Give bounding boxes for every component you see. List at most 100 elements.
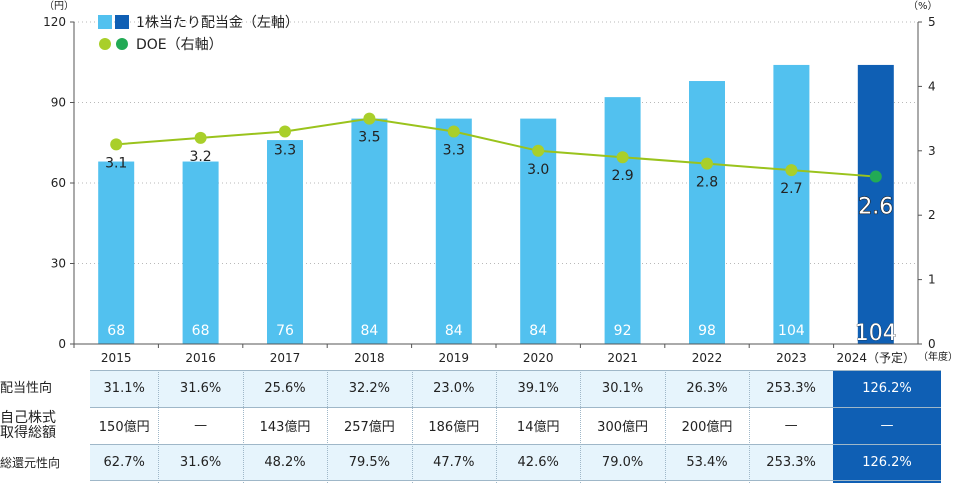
- table-cell: 200億円: [681, 420, 733, 435]
- bar-value-label: 84: [445, 323, 463, 339]
- table-cell: 79.0%: [601, 455, 644, 470]
- doe-point: [110, 138, 123, 151]
- x-tick-label: 2016: [185, 351, 216, 365]
- doe-point: [701, 157, 713, 170]
- doe-value-label: 3.1: [105, 155, 127, 171]
- table-cell: 143億円: [259, 420, 311, 435]
- bar: [267, 140, 303, 344]
- bar-value-label: 84: [529, 323, 547, 339]
- table-cell: 14億円: [516, 420, 560, 435]
- row-background: [90, 444, 840, 481]
- table-row: 配当性向 31.1% 31.6% 25.6% 32.2% 23.0% 39.1% 30.1% 2…: [0, 370, 960, 407]
- table-cell: 31.6%: [179, 455, 222, 470]
- bar: [182, 161, 219, 344]
- doe-point: [194, 131, 207, 144]
- doe-value-label: 2.6: [858, 195, 893, 220]
- bar-value-label: 98: [698, 323, 716, 339]
- table-row: 自己株式取得総額 150億円 — 143億円 257億円 186億円 14億円 300億円 20…: [0, 407, 960, 444]
- doe-value-label: 2.9: [611, 168, 633, 184]
- legend: 1株当たり配当金（左軸） DOE（右軸）: [98, 15, 299, 53]
- x-tick-label: 2021: [607, 351, 638, 365]
- table-cell: 31.6%: [179, 381, 222, 396]
- table-cell: —: [194, 418, 208, 433]
- legend-label-bar: 1株当たり配当金（左軸）: [136, 15, 299, 31]
- table-cell: 257億円: [343, 420, 395, 435]
- left-tick-label: 0: [58, 337, 66, 351]
- table-cell: 186億円: [428, 420, 480, 435]
- doe-line: [116, 117, 876, 178]
- highlight-column-background: [833, 370, 941, 483]
- table-hline: [90, 407, 941, 408]
- left-tick-label: 30: [51, 257, 66, 271]
- left-tick-label: 60: [51, 176, 66, 190]
- left-axis-unit: （円）: [44, 0, 74, 12]
- doe-point: [869, 170, 882, 183]
- bar: [689, 81, 725, 345]
- table-cell: 23.0%: [433, 381, 475, 396]
- table-cell: 253.3%: [766, 381, 816, 396]
- table-cell: 30.1%: [601, 381, 644, 396]
- doe-value-label: 3.3: [274, 142, 296, 158]
- bar-series: 68 68 76 84 84 84 92 98 104 104: [98, 64, 897, 346]
- shareholder-return-table: 配当性向 31.1% 31.6% 25.6% 32.2% 23.0% 39.1% 30.1% 2…: [0, 370, 960, 483]
- doe-line-series: 3.1 3.2 3.3 3.5 3.3 3.0 2.9 2.8 2.7 2.6: [105, 112, 894, 220]
- bar: [98, 161, 135, 344]
- table-cell: 32.2%: [348, 381, 391, 396]
- table-cell: 25.6%: [264, 381, 306, 396]
- table-cell: 48.2%: [264, 455, 306, 470]
- table-vline: [242, 370, 244, 483]
- table-vline: [580, 370, 582, 483]
- legend-swatch-bar: [98, 15, 112, 29]
- doe-point: [532, 144, 545, 157]
- bar-value-label: 68: [192, 323, 210, 339]
- doe-value-label: 2.8: [696, 175, 718, 191]
- table-cell: 39.1%: [517, 381, 559, 396]
- left-tick-label: 120: [43, 15, 66, 29]
- right-tick-label: 2: [928, 208, 936, 222]
- bar: [857, 64, 894, 344]
- right-tick-label: 5: [928, 15, 936, 29]
- table-hline: [90, 370, 941, 371]
- table-vline: [496, 370, 497, 483]
- x-tick-label: 2023: [776, 351, 807, 365]
- doe-value-label: 3.2: [189, 149, 211, 165]
- bar-value-label: 76: [276, 323, 294, 339]
- row-label: 自己株式取得総額: [0, 409, 56, 441]
- bar: [773, 64, 810, 344]
- legend-label-line: DOE（右軸）: [136, 37, 223, 53]
- doe-point: [785, 164, 798, 177]
- dividend-doe-chart: 68 68 76 84 84 84 92 98 104 104 3.1 3.2 3.33.53.33.…: [43, 0, 958, 365]
- axes: 0 30 60 90 120 0 1 2 3 4 5 （円） （%） （年度） 2015 2016 2017 20…: [43, 0, 958, 365]
- left-tick-label: 90: [51, 96, 66, 110]
- table-vline: [664, 370, 666, 483]
- table-cell: —: [784, 418, 798, 433]
- table-cell: 253.3%: [766, 455, 816, 470]
- table-hline: [90, 480, 941, 481]
- bar: [351, 118, 388, 344]
- row-background: [90, 370, 840, 407]
- right-tick-label: 1: [928, 273, 936, 287]
- bar: [604, 97, 641, 344]
- bar-value-label: 104: [778, 323, 805, 339]
- x-tick-label: 2019: [439, 351, 470, 365]
- doe-value-label: 3.3: [443, 142, 465, 158]
- table-cell: 300億円: [597, 420, 648, 435]
- bar-value-label: 68: [107, 323, 125, 339]
- bar: [435, 118, 472, 344]
- x-tick-label: 2022: [692, 351, 723, 365]
- bar-value-label: 92: [614, 323, 632, 339]
- table-hline: [90, 444, 941, 445]
- bar-value-label: 104: [855, 321, 897, 346]
- x-axis-unit: （年度）: [918, 350, 958, 363]
- doe-point: [616, 151, 629, 164]
- table-cell: 62.7%: [103, 455, 145, 470]
- table-cell: 150億円: [98, 420, 150, 435]
- table-cell: 31.1%: [103, 381, 145, 396]
- bar-value-label: 84: [360, 323, 378, 339]
- right-axis-unit: （%）: [908, 0, 938, 12]
- table-vline: [411, 370, 413, 483]
- legend-swatch-dot-highlight: [116, 38, 128, 50]
- right-tick-label: 0: [928, 337, 936, 351]
- row-label: 配当性向: [0, 380, 53, 396]
- table-vline: [158, 370, 160, 483]
